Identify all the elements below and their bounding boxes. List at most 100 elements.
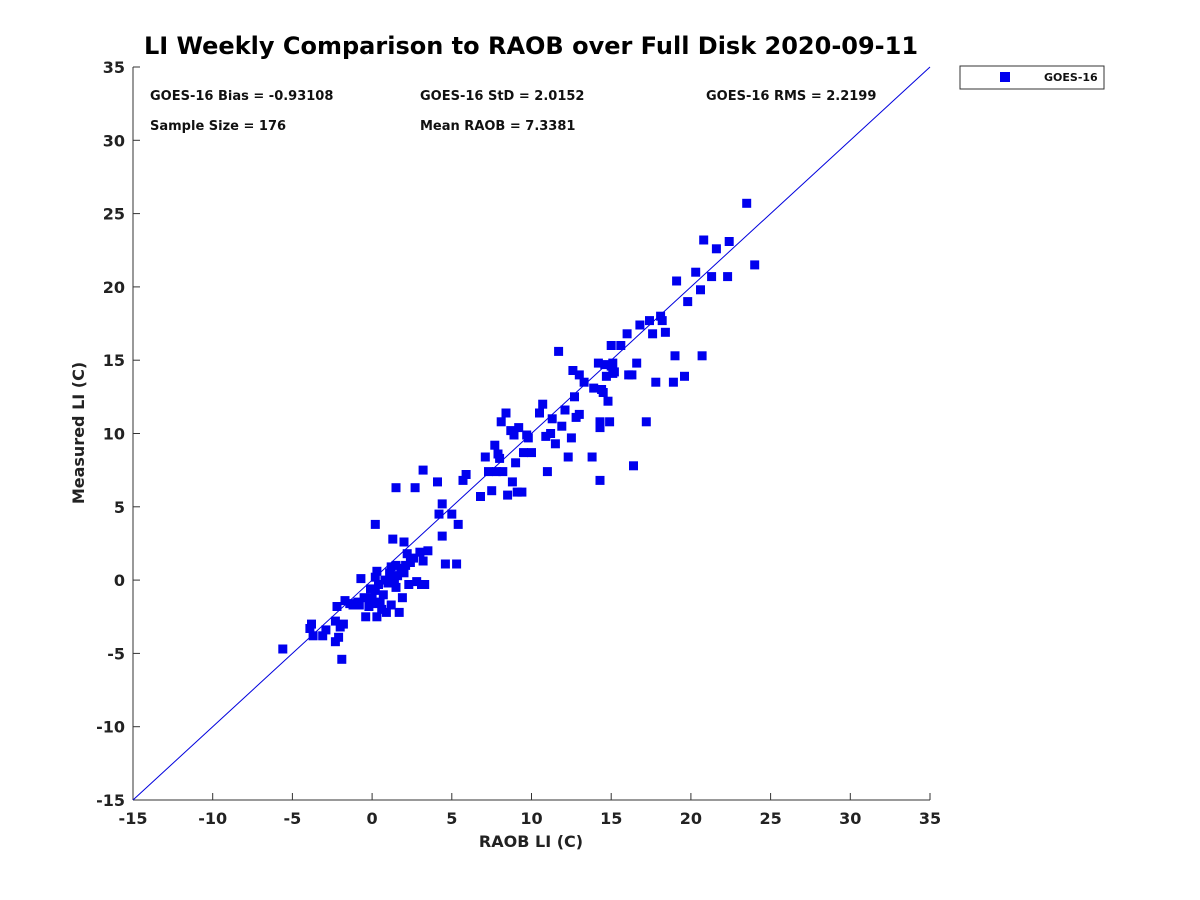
scatter-point xyxy=(433,477,442,487)
x-tick-label: 20 xyxy=(680,809,702,828)
x-axis-label: RAOB LI (C) xyxy=(479,832,583,851)
scatter-point xyxy=(512,487,522,497)
scatter-point xyxy=(660,327,670,337)
scatter-point xyxy=(598,388,608,397)
scatter-point xyxy=(437,499,447,509)
y-tick-label: -10 xyxy=(96,718,125,737)
scatter-point xyxy=(509,430,519,440)
stat-mean-raob: Mean RAOB = 7.3381 xyxy=(420,119,575,134)
scatter-point xyxy=(348,600,358,610)
scatter-point xyxy=(399,537,409,547)
scatter-point xyxy=(523,433,533,443)
scatter-point xyxy=(514,423,524,433)
scatter-point xyxy=(616,341,626,350)
scatter-point xyxy=(397,593,407,603)
scatter-point xyxy=(547,414,557,424)
scatter-point xyxy=(496,417,506,427)
stat-rms: GOES-16 RMS = 2.2199 xyxy=(706,89,876,104)
scatter-point xyxy=(595,417,605,427)
scatter-point xyxy=(434,509,444,519)
scatter-point xyxy=(458,475,468,485)
scatter-point xyxy=(557,421,567,431)
y-tick-label: -5 xyxy=(107,644,125,663)
x-tick-label: 25 xyxy=(759,809,781,828)
scatter-point xyxy=(541,431,551,441)
scatter-point xyxy=(393,571,403,581)
scatter-point xyxy=(645,316,654,326)
scatter-point xyxy=(377,604,387,614)
scatter-point xyxy=(595,475,605,485)
legend-box xyxy=(959,65,1105,90)
stat-sample-size: Sample Size = 176 xyxy=(150,119,286,134)
scatter-point xyxy=(538,399,548,409)
scatter-point xyxy=(378,590,388,600)
scatter-point xyxy=(370,519,380,529)
scatter-point xyxy=(278,644,288,654)
scatter-point xyxy=(527,448,536,458)
scatter-point xyxy=(370,572,380,582)
x-tick-label: -10 xyxy=(198,809,227,828)
scatter-point xyxy=(608,358,618,368)
scatter-point xyxy=(587,452,597,462)
chart-title: LI Weekly Comparison to RAOB over Full D… xyxy=(144,32,918,60)
y-tick-label: -15 xyxy=(96,791,125,810)
scatter-point xyxy=(354,600,364,610)
x-tick-label: 35 xyxy=(919,809,941,828)
scatter-point xyxy=(683,297,693,307)
scatter-point xyxy=(511,458,521,468)
scatter-point xyxy=(601,371,611,381)
scatter-point xyxy=(595,423,605,433)
scatter-point xyxy=(340,596,350,606)
scatter-point xyxy=(372,612,382,622)
scatter-point xyxy=(495,453,505,463)
scatter-point xyxy=(651,377,661,387)
scatter-point xyxy=(367,593,377,603)
scatter-point xyxy=(593,358,603,368)
scatter-point xyxy=(334,632,344,642)
scatter-point xyxy=(507,477,517,487)
legend: GOES-16 xyxy=(959,65,1105,90)
scatter-point xyxy=(668,377,678,387)
scatter-point xyxy=(603,396,613,406)
scatter-point xyxy=(452,559,462,569)
scatter-point xyxy=(657,316,667,326)
scatter-point xyxy=(622,329,632,339)
scatter-point xyxy=(697,351,707,361)
scatter-point xyxy=(627,370,637,380)
scatter-point xyxy=(330,616,340,626)
y-tick-label: 5 xyxy=(114,498,125,517)
scatter-point xyxy=(391,582,401,592)
y-tick-label: 15 xyxy=(103,351,125,370)
scatter-point xyxy=(391,560,401,570)
scatter-point xyxy=(635,320,645,330)
scatter-point xyxy=(517,487,527,497)
scatter-point xyxy=(418,465,428,475)
scatter-point xyxy=(308,631,318,641)
scatter-point xyxy=(386,562,396,572)
x-tick-label: 30 xyxy=(839,809,861,828)
scatter-point xyxy=(370,585,380,595)
x-tick-label: 0 xyxy=(367,809,378,828)
scatter-point xyxy=(356,574,366,584)
scatter-point xyxy=(372,566,382,576)
scatter-point xyxy=(750,260,760,270)
scatter-point xyxy=(579,377,589,387)
scatter-point xyxy=(724,237,734,246)
scatter-point xyxy=(563,452,573,462)
scatter-point xyxy=(369,599,379,609)
x-tick-label: -15 xyxy=(119,809,148,828)
scatter-point xyxy=(574,409,584,419)
scatter-point xyxy=(453,519,463,529)
y-tick-label: 30 xyxy=(103,131,125,150)
scatter-point xyxy=(307,619,316,629)
x-tick-label: 5 xyxy=(446,809,457,828)
y-tick-label: 0 xyxy=(114,571,125,590)
scatter-point xyxy=(374,580,383,589)
y-tick-label: 35 xyxy=(103,58,125,77)
scatter-point xyxy=(386,600,396,610)
scatter-point xyxy=(361,612,371,622)
x-tick-label: 10 xyxy=(520,809,542,828)
scatter-point xyxy=(364,602,374,611)
